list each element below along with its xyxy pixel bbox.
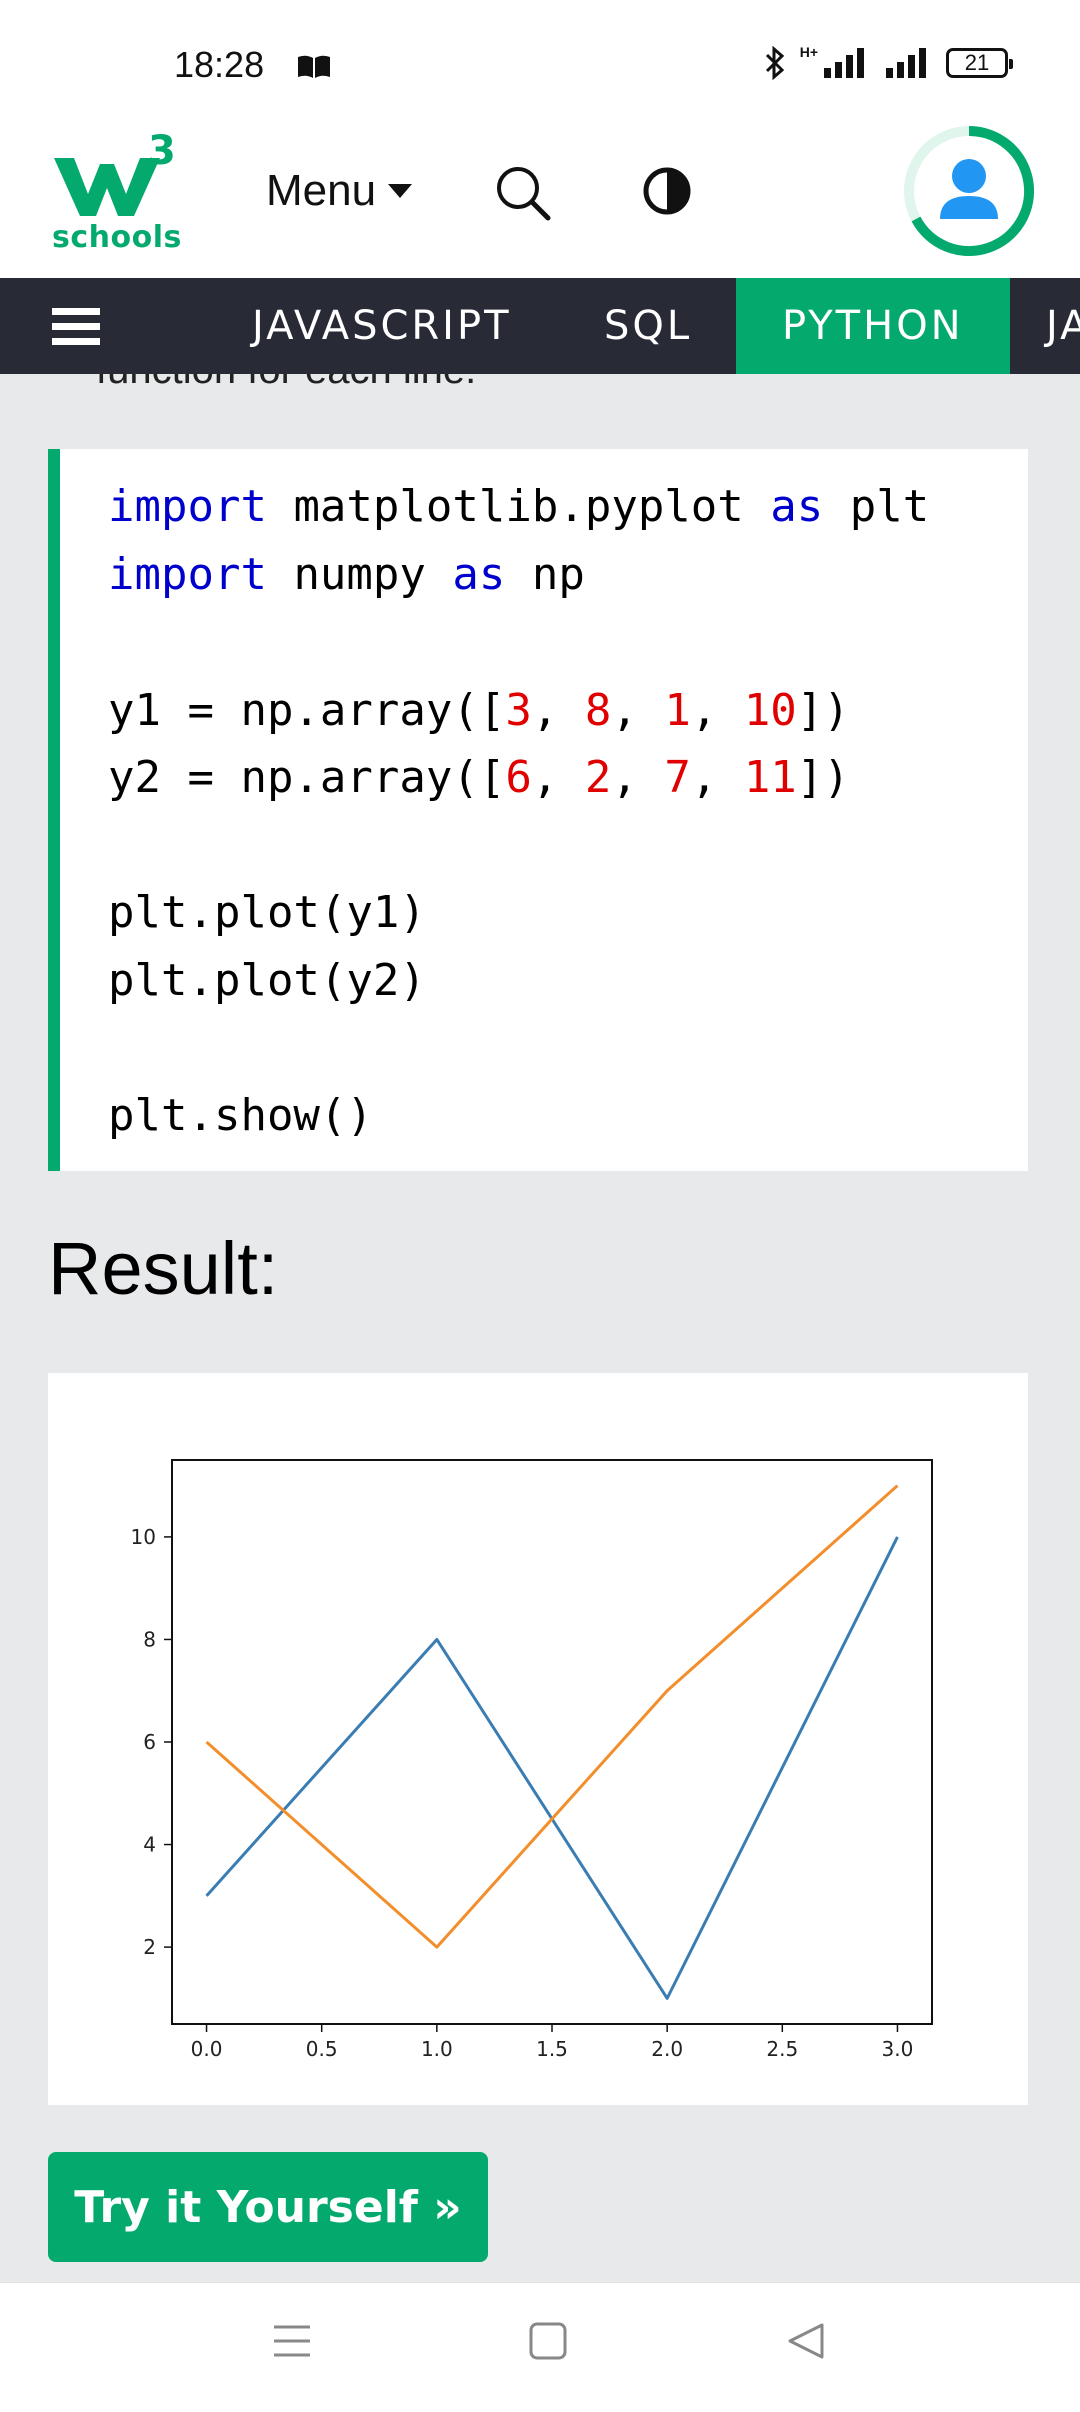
book-icon: [298, 55, 330, 78]
network-type-label: H+: [799, 44, 818, 60]
battery-level: 21: [964, 50, 990, 75]
code-line-5: y2 = np.array([6, 2, 7, 11]): [108, 752, 850, 803]
x-tick-label: 1.0: [421, 2037, 453, 2061]
code-line-10: plt.show(): [108, 1090, 373, 1141]
line-chart: 0.0 0.5 1.0 1.5 2.0 2.5 3.0 2 4 6 8 10: [131, 1459, 933, 2061]
caret-down-icon: [388, 184, 413, 198]
user-avatar-icon[interactable]: [902, 124, 1036, 258]
code-example: import matplotlib.pyplot as plt import n…: [48, 449, 1028, 1171]
nav-item-java[interactable]: JA: [1046, 303, 1080, 349]
code-line-7: plt.plot(y1): [108, 887, 426, 938]
logo-superscript: 3: [148, 128, 176, 174]
x-tick-label: 2.0: [651, 2037, 683, 2061]
y-tick-label: 2: [143, 1935, 156, 1959]
nav-item-sql[interactable]: SQL: [604, 303, 693, 349]
home-icon[interactable]: [528, 2321, 568, 2361]
x-tick-label: 0.0: [191, 2037, 223, 2061]
battery-icon: 21: [946, 48, 1013, 78]
nav-item-javascript[interactable]: JAVASCRIPT: [252, 303, 512, 349]
partial-paragraph: function for each line.: [96, 374, 476, 390]
x-tick-label: 3.0: [882, 2037, 914, 2061]
result-chart: 0.0 0.5 1.0 1.5 2.0 2.5 3.0 2 4 6 8 10: [48, 1373, 1028, 2105]
code-line-8: plt.plot(y2): [108, 955, 426, 1006]
result-heading: Result:: [48, 1227, 279, 1310]
x-tick-label: 0.5: [306, 2037, 338, 2061]
language-nav: JAVASCRIPT SQL PYTHON JA: [0, 278, 1080, 374]
contrast-toggle-icon[interactable]: [642, 166, 692, 216]
back-icon[interactable]: [786, 2321, 826, 2361]
y-tick-label: 8: [143, 1627, 156, 1651]
menu-button[interactable]: Menu: [266, 166, 414, 216]
w3-logo-icon: [54, 158, 160, 216]
series-line-2: [205, 1484, 899, 1949]
site-header: 3 schools Menu: [0, 108, 1080, 278]
nav-item-python[interactable]: PYTHON: [736, 278, 1010, 374]
code-line-4: y1 = np.array([3, 8, 1, 10]): [108, 685, 850, 736]
y-tick-label: 10: [131, 1525, 156, 1549]
code-line-2: import numpy as np: [108, 549, 585, 600]
x-tick-label: 1.5: [536, 2037, 568, 2061]
w3schools-logo[interactable]: 3 schools: [52, 128, 182, 258]
status-time: 18:28: [174, 44, 265, 85]
status-indicators: H+ 21: [764, 44, 1013, 80]
y-tick-label: 6: [143, 1730, 156, 1754]
search-icon[interactable]: [494, 164, 552, 222]
plot-frame: [171, 1459, 933, 2025]
signal-icon-2: [886, 48, 926, 78]
partial-text-clip: function for each line.: [0, 374, 1080, 394]
logo-text: schools: [52, 220, 182, 255]
recent-apps-icon[interactable]: [272, 2321, 312, 2361]
bluetooth-icon: [765, 46, 784, 80]
x-tick-label: 2.5: [766, 2037, 798, 2061]
signal-icon-1: [824, 48, 864, 78]
menu-label: Menu: [266, 166, 377, 215]
system-nav-bar: [0, 2282, 1080, 2412]
hamburger-menu-icon[interactable]: [52, 306, 100, 348]
code-line-1: import matplotlib.pyplot as plt: [108, 481, 930, 532]
try-it-yourself-button[interactable]: Try it Yourself »: [48, 2152, 488, 2262]
series-line-1: [205, 1536, 899, 2000]
y-tick-label: 4: [143, 1833, 156, 1857]
